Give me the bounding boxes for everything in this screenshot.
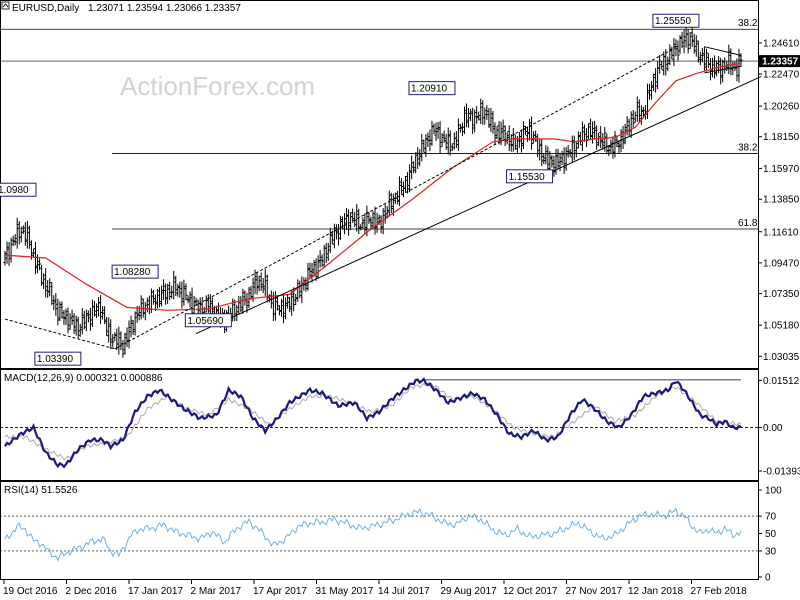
price-ytick-label: 1.22470 [763,69,800,80]
fib-label: 61.8 [738,218,758,229]
price-annotation-box [111,264,159,279]
x-tick-label: 12 Jan 2018 [628,586,683,597]
price-annotation-label: 1.03390 [37,354,74,365]
price-annotation-label: 1.08280 [114,267,151,278]
axes: 1.24610 1.22470 1.20260 1.18150 1.15970 1.138… [3,38,800,597]
price-ytick-label: 1.15970 [763,164,800,175]
lower-dashed-trendline [4,318,115,350]
macd-panel [0,369,759,481]
macd-ytick-label: -0.013938 [763,467,800,478]
price-annotation-label: 1.15530 [509,172,546,183]
price-header: EURUSD,Daily 1.23071 1.23594 1.23066 1.2… [1,1,241,14]
rsi-ytick-label: 0 [765,573,771,584]
fib-label: 38.2 [738,18,758,29]
ohlc-values: 1.23071 1.23594 1.23066 1.23357 [88,3,241,14]
x-tick-label: 2 Dec 2016 [66,586,118,597]
rsi-ytick-label: 100 [765,486,782,497]
price-annotation-box [652,13,700,28]
last-price-marker [759,55,800,68]
x-tick-label: 2 Mar 2017 [191,586,242,597]
price-annotation-label: 1.20910 [411,84,448,95]
x-tick-label: 14 Jul 2017 [378,586,430,597]
fib-label: 38.2 [738,142,758,153]
price-ytick-label: 1.05180 [763,321,800,332]
price-series: 38.2 38.2 61.8 1.25550 1.20910 1.15530 1.08280… [0,13,762,366]
rsi-ytick-label: 50 [765,529,777,540]
x-tick-label: 19 Oct 2016 [3,586,58,597]
support-trendline [195,76,762,335]
x-tick-label: 31 May 2017 [316,586,374,597]
price-ytick-label: 1.24610 [763,38,800,49]
macd-ytick-label: 0.01512 [763,376,800,387]
triangle-pattern [704,46,742,74]
moving-average-line [4,62,742,311]
macd-ytick-label: 0.00 [763,423,783,434]
macd-series [0,377,758,469]
price-annotation-box [506,169,554,184]
price-annotation-label: 1.0980 [0,185,29,196]
price-ytick-label: 1.07350 [763,289,800,300]
price-ytick-label: 1.11610 [763,227,799,238]
price-ytick-label: 1.09470 [763,258,800,269]
x-tick-label: 29 Aug 2017 [441,586,498,597]
x-tick-label: 12 Oct 2017 [503,586,558,597]
rsi-ytick-label: 30 [765,546,777,557]
rsi-line [4,507,742,562]
symbol-timeframe: EURUSD,Daily [12,3,79,14]
last-price-label: 1.23357 [762,57,799,68]
price-annotation-label: 1.25550 [655,16,692,27]
channel-trendline [114,46,677,350]
price-ytick-label: 1.20260 [763,102,800,113]
rsi-series [0,507,758,562]
x-axis-area [0,580,800,600]
price-annotation-box [184,313,232,328]
watermark: ActionForex.com [120,71,315,101]
rsi-title: RSI(14) 51.5526 [4,485,78,496]
price-ytick-label: 1.03035 [763,352,800,363]
rsi-ytick-label: 70 [765,512,777,523]
price-annotation-box [34,351,82,366]
x-tick-label: 27 Feb 2018 [691,586,748,597]
price-panel [0,0,759,369]
price-ytick-label: 1.18150 [763,132,800,143]
x-tick-label: 27 Nov 2017 [566,586,623,597]
macd-signal-line [4,381,742,461]
x-tick-label: 17 Jan 2017 [128,586,183,597]
rsi-panel [0,481,759,580]
macd-line [4,377,742,469]
price-ytick-label: 1.13850 [763,195,800,206]
x-tick-label: 17 Apr 2017 [253,586,307,597]
price-annotation-label: 1.05690 [187,316,224,327]
price-annotation-box [0,182,37,197]
macd-title: MACD(12,26,9) 0.000321 0.000886 [4,373,163,384]
price-annotation-box [408,81,456,96]
